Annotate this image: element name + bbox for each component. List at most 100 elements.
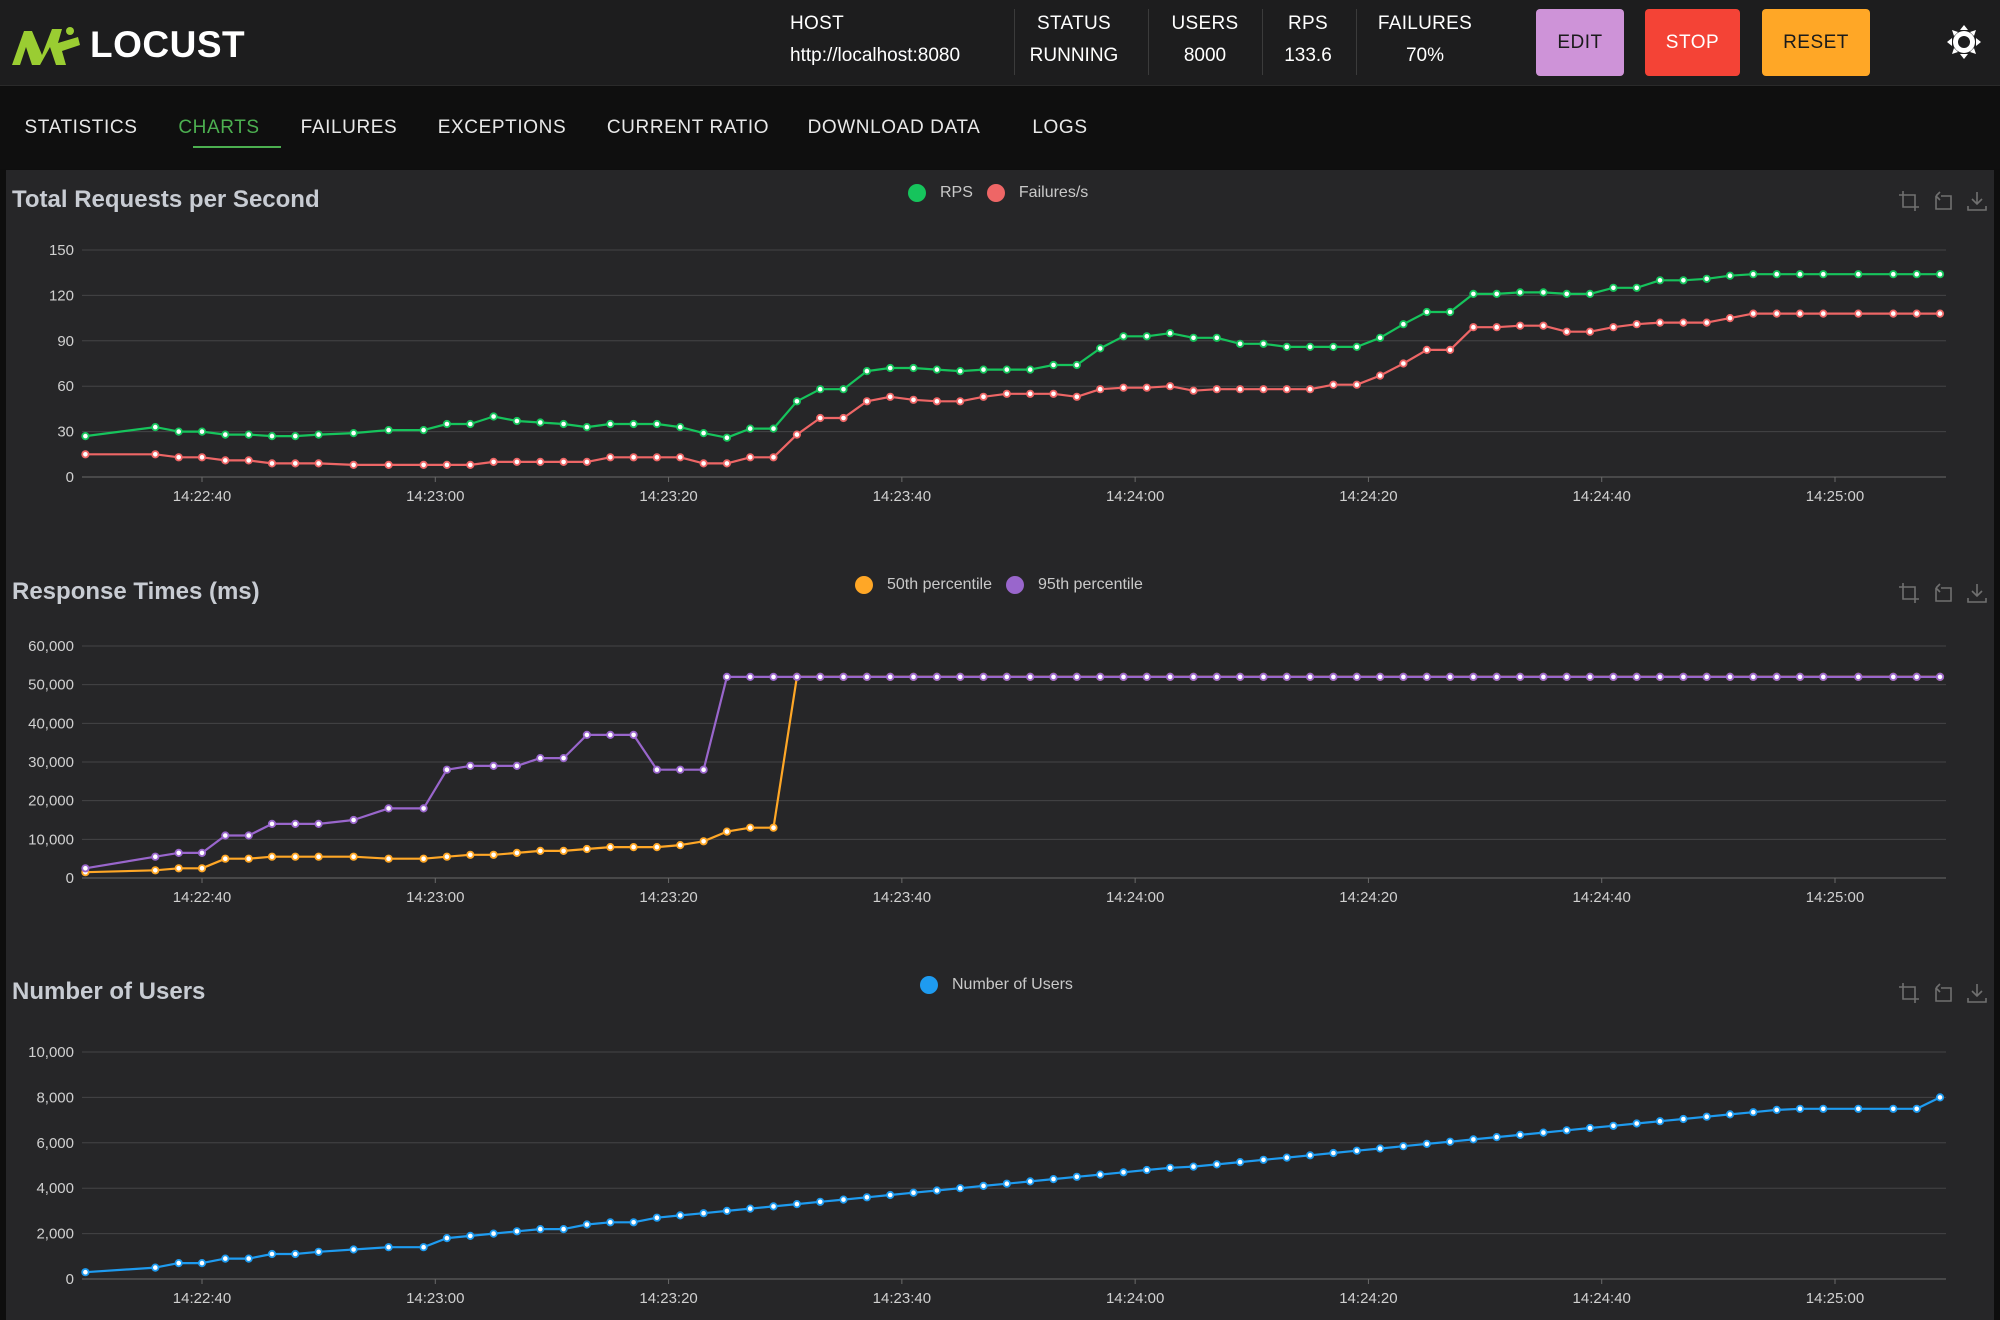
- reset-button[interactable]: RESET: [1762, 9, 1870, 76]
- data-point[interactable]: [1609, 672, 1618, 682]
- data-point[interactable]: [314, 1247, 323, 1256]
- data-point[interactable]: [792, 672, 802, 682]
- data-point[interactable]: [291, 852, 300, 861]
- data-point[interactable]: [1236, 339, 1245, 348]
- data-point[interactable]: [267, 1249, 277, 1259]
- data-point[interactable]: [956, 397, 965, 406]
- data-point[interactable]: [1585, 1123, 1595, 1133]
- data-point[interactable]: [1189, 386, 1198, 395]
- data-point[interactable]: [1679, 672, 1688, 682]
- data-point[interactable]: [291, 1249, 300, 1259]
- data-point[interactable]: [174, 453, 183, 462]
- data-point[interactable]: [349, 815, 358, 825]
- data-point[interactable]: [676, 1211, 685, 1220]
- data-point[interactable]: [1236, 1158, 1245, 1167]
- data-point[interactable]: [512, 416, 521, 426]
- data-point[interactable]: [267, 459, 277, 468]
- data-point[interactable]: [1702, 318, 1711, 327]
- data-point[interactable]: [1259, 672, 1268, 682]
- data-point[interactable]: [862, 1193, 872, 1202]
- data-point[interactable]: [1609, 323, 1618, 332]
- data-point[interactable]: [629, 730, 638, 739]
- data-point[interactable]: [1562, 327, 1571, 336]
- data-point[interactable]: [769, 424, 778, 433]
- data-point[interactable]: [151, 866, 160, 875]
- data-point[interactable]: [1516, 321, 1525, 330]
- data-point[interactable]: [606, 730, 615, 739]
- legend-item-95th-percentile[interactable]: 95th percentile: [1005, 576, 1143, 594]
- data-point[interactable]: [1702, 274, 1711, 283]
- data-point[interactable]: [151, 423, 160, 432]
- data-point[interactable]: [1166, 672, 1175, 682]
- zoom-icon[interactable]: [1898, 582, 1920, 604]
- data-point[interactable]: [792, 397, 802, 406]
- data-point[interactable]: [816, 413, 825, 423]
- tab-charts[interactable]: CHARTS: [178, 117, 260, 138]
- data-point[interactable]: [676, 765, 685, 774]
- data-point[interactable]: [291, 431, 300, 441]
- data-point[interactable]: [1282, 385, 1291, 394]
- data-point[interactable]: [582, 423, 592, 432]
- data-point[interactable]: [1096, 344, 1105, 353]
- data-point[interactable]: [174, 1258, 183, 1268]
- data-point[interactable]: [909, 395, 918, 404]
- data-point[interactable]: [1772, 270, 1781, 279]
- data-point[interactable]: [1725, 314, 1735, 323]
- data-point[interactable]: [489, 412, 498, 421]
- data-point[interactable]: [1049, 672, 1058, 682]
- data-point[interactable]: [699, 837, 708, 846]
- data-point[interactable]: [1632, 1119, 1641, 1128]
- data-point[interactable]: [1352, 672, 1361, 682]
- data-point[interactable]: [244, 831, 253, 840]
- data-point[interactable]: [1026, 389, 1035, 398]
- data-point[interactable]: [244, 1254, 253, 1263]
- data-point[interactable]: [1166, 1163, 1175, 1172]
- data-point[interactable]: [1399, 320, 1408, 329]
- edit-button[interactable]: EDIT: [1536, 9, 1624, 76]
- data-point[interactable]: [1072, 360, 1081, 370]
- data-point[interactable]: [652, 1213, 662, 1222]
- data-point[interactable]: [559, 419, 568, 429]
- data-point[interactable]: [862, 367, 872, 376]
- data-point[interactable]: [442, 852, 451, 861]
- legend-item-rps[interactable]: RPS: [908, 184, 973, 202]
- data-point[interactable]: [1772, 1105, 1781, 1114]
- tab-logs[interactable]: LOGS: [1032, 117, 1088, 138]
- theme-toggle-button[interactable]: [1944, 22, 1984, 62]
- data-point[interactable]: [606, 842, 615, 852]
- data-point[interactable]: [1795, 270, 1805, 279]
- data-point[interactable]: [1329, 672, 1338, 682]
- data-point[interactable]: [151, 450, 160, 459]
- legend-item-50th-percentile[interactable]: 50th percentile: [855, 576, 992, 594]
- data-point[interactable]: [1655, 1117, 1665, 1126]
- data-point[interactable]: [559, 457, 568, 466]
- data-point[interactable]: [197, 453, 207, 462]
- data-point[interactable]: [909, 672, 918, 682]
- data-point[interactable]: [1446, 345, 1455, 354]
- data-point[interactable]: [699, 428, 708, 438]
- data-point[interactable]: [1142, 1165, 1151, 1175]
- data-point[interactable]: [1002, 672, 1011, 682]
- data-point[interactable]: [1026, 1177, 1035, 1186]
- data-point[interactable]: [1399, 1142, 1408, 1151]
- data-point[interactable]: [1912, 1104, 1921, 1113]
- data-point[interactable]: [314, 459, 323, 468]
- zoom-reset-icon[interactable]: [1932, 982, 1954, 1004]
- data-point[interactable]: [349, 852, 358, 861]
- data-point[interactable]: [466, 419, 475, 429]
- data-point[interactable]: [1819, 672, 1828, 682]
- data-point[interactable]: [582, 1220, 592, 1229]
- data-point[interactable]: [466, 1231, 475, 1240]
- data-point[interactable]: [267, 431, 277, 441]
- data-point[interactable]: [1679, 276, 1688, 285]
- data-point[interactable]: [1212, 385, 1221, 394]
- data-point[interactable]: [1329, 1148, 1338, 1158]
- data-point[interactable]: [489, 457, 498, 466]
- data-point[interactable]: [197, 848, 207, 857]
- data-point[interactable]: [816, 385, 825, 394]
- data-point[interactable]: [676, 453, 685, 462]
- data-point[interactable]: [769, 672, 778, 682]
- data-point[interactable]: [1516, 288, 1525, 297]
- data-point[interactable]: [536, 457, 545, 466]
- data-point[interactable]: [81, 1268, 90, 1277]
